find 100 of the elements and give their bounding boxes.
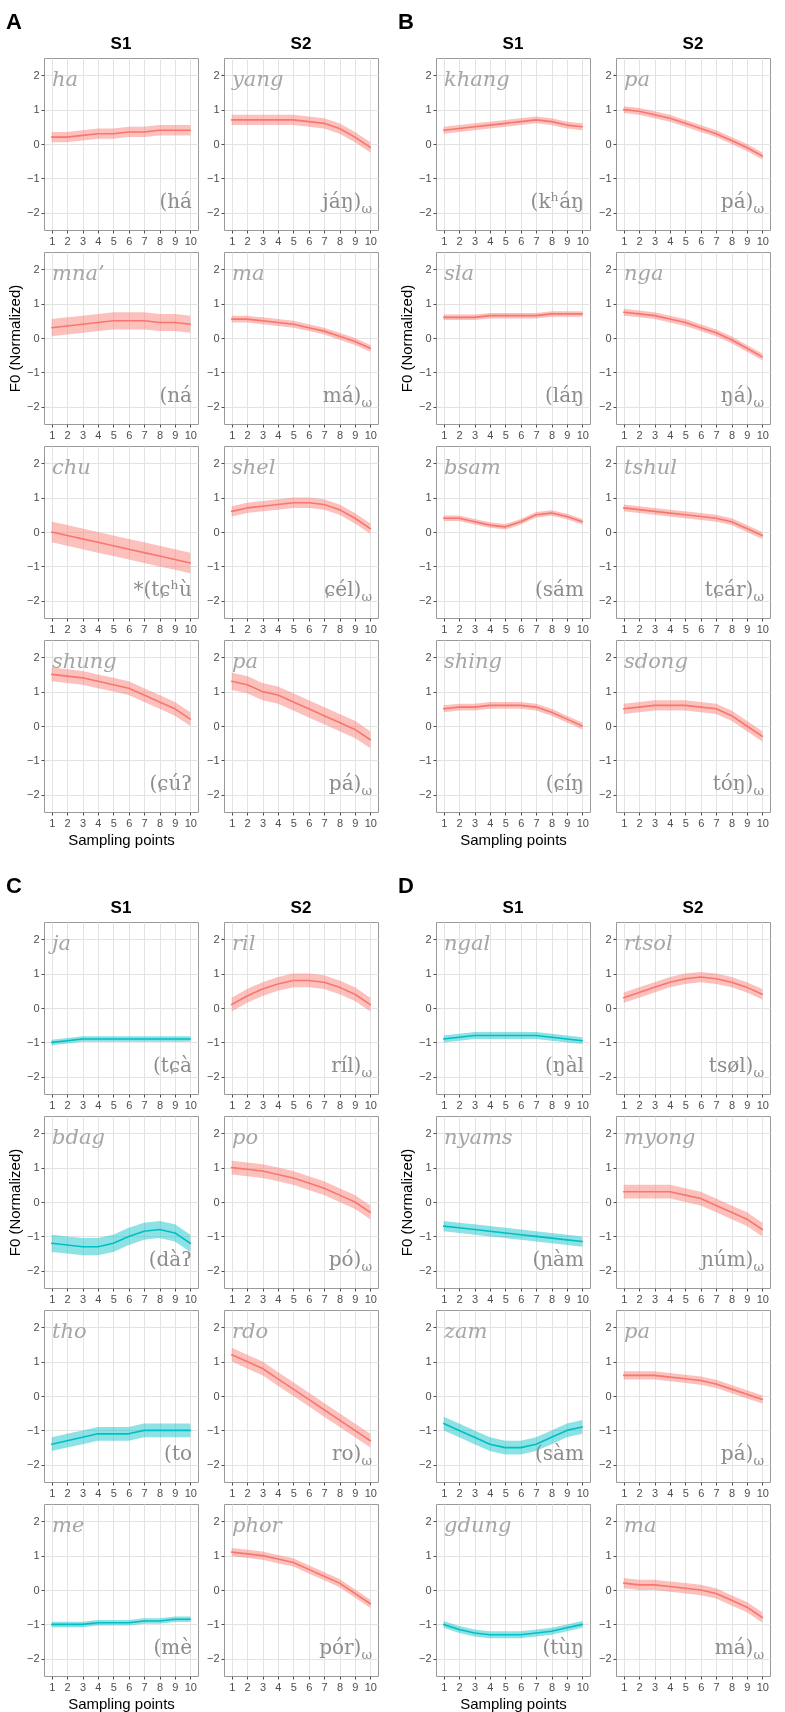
x-tick-label: 9 — [744, 428, 751, 441]
x-tick-label: 2 — [64, 234, 71, 247]
x-tick-label: 4 — [95, 428, 102, 441]
x-tick-label: 10 — [184, 622, 197, 635]
x-tick-label: 5 — [502, 622, 509, 635]
y-tick-label: −1 — [418, 365, 432, 378]
x-tick-label: 9 — [352, 428, 359, 441]
x-tick-label: 10 — [364, 1680, 377, 1693]
x-tick-label: 1 — [621, 234, 628, 247]
annotation: (ɲàm — [532, 1247, 585, 1272]
line-series — [50, 673, 192, 720]
annotation: pa — [624, 1319, 650, 1343]
y-tick-label: −1 — [418, 1229, 432, 1242]
y-tick-label: −2 — [418, 206, 432, 219]
x-tick-label: 8 — [548, 816, 556, 829]
x-tick-label: 5 — [290, 428, 297, 441]
x-tick-label: 1 — [621, 622, 628, 635]
x-tick-label: 3 — [259, 1098, 267, 1111]
y-tick-label: 1 — [425, 491, 432, 504]
x-tick-label: 2 — [64, 1680, 71, 1693]
x-tick-label: 6 — [126, 1680, 133, 1693]
x-tick-label: 10 — [576, 622, 589, 635]
x-tick-label: 3 — [259, 622, 267, 635]
text: A — [6, 9, 22, 34]
y-tick-label: 1 — [425, 1161, 432, 1174]
x-tick-label: 3 — [79, 816, 87, 829]
y-tick-label: −2 — [418, 1264, 432, 1277]
x-tick-label: 2 — [64, 622, 71, 635]
x-tick-label: 6 — [518, 1292, 525, 1305]
x-tick-label: 7 — [533, 622, 540, 635]
y-tick-label: 1 — [213, 491, 220, 504]
x-tick-label: 1 — [49, 1292, 56, 1305]
x-tick-label: 4 — [667, 1098, 674, 1111]
y-tick-label: 0 — [425, 331, 432, 344]
x-tick-label: 8 — [156, 1486, 164, 1499]
x-tick-label: 7 — [713, 1098, 720, 1111]
x-tick-label: 2 — [636, 1486, 643, 1499]
x-tick-label: 6 — [698, 1486, 705, 1499]
x-tick-label: 5 — [110, 1292, 117, 1305]
y-tick-label: 1 — [213, 297, 220, 310]
x-tick-label: 7 — [533, 234, 540, 247]
y-tick-label: −2 — [598, 788, 612, 801]
x-tick-label: 8 — [548, 622, 556, 635]
x-tick-label: 3 — [471, 1098, 479, 1111]
x-tick-label: 4 — [275, 1486, 282, 1499]
x-tick-label: 3 — [259, 1292, 267, 1305]
x-tick-label: 10 — [756, 1680, 769, 1693]
y-axis-title: F0 (Normalized) — [5, 284, 23, 393]
x-tick-label: 7 — [141, 1680, 148, 1693]
y-tick-label: 0 — [605, 1001, 612, 1014]
x-tick-label: 2 — [636, 622, 643, 635]
x-tick-label: 4 — [275, 622, 282, 635]
x-tick-label: 8 — [156, 1680, 164, 1693]
x-tick-label: 9 — [564, 428, 571, 441]
x-tick-label: 6 — [518, 234, 525, 247]
annotation: tshul — [624, 455, 677, 479]
x-tick-label: 4 — [487, 1680, 494, 1693]
line-series — [442, 1225, 584, 1243]
x-tick-label: 1 — [441, 1292, 448, 1305]
x-tick-label: 9 — [744, 234, 751, 247]
x-tick-label: 2 — [456, 428, 463, 441]
y-tick-label: 0 — [425, 719, 432, 732]
x-tick-label: 5 — [682, 234, 689, 247]
x-tick-label: 6 — [698, 428, 705, 441]
x-tick-label: 7 — [713, 234, 720, 247]
x-tick-label: 3 — [471, 428, 479, 441]
y-tick-label: 1 — [425, 1549, 432, 1562]
annotation: sla — [444, 261, 475, 285]
x-tick-label: 1 — [229, 622, 236, 635]
y-tick-label: −2 — [206, 1652, 220, 1665]
y-tick-label: 2 — [605, 1126, 612, 1139]
x-tick-label: 2 — [244, 622, 251, 635]
x-tick-label: 9 — [352, 1098, 359, 1111]
x-tick-label: 6 — [306, 1292, 313, 1305]
y-tick-label: 2 — [33, 1320, 40, 1333]
x-tick-label: 5 — [110, 1486, 117, 1499]
x-tick-label: 7 — [141, 1098, 148, 1111]
x-tick-label: 5 — [502, 1292, 509, 1305]
x-tick-label: 2 — [456, 234, 463, 247]
annotation: ril — [232, 931, 256, 955]
y-tick-label: 0 — [33, 719, 40, 732]
x-tick-label: 1 — [229, 1680, 236, 1693]
y-tick-label: −1 — [598, 365, 612, 378]
x-tick-label: 6 — [306, 816, 313, 829]
x-tick-label: 8 — [728, 816, 736, 829]
x-tick-label: 7 — [713, 1292, 720, 1305]
x-tick-label: 3 — [651, 1680, 659, 1693]
x-tick-label: 4 — [275, 1292, 282, 1305]
annotation: (ŋàl — [545, 1053, 585, 1078]
x-tick-label: 6 — [518, 1486, 525, 1499]
x-tick-label: 1 — [49, 1680, 56, 1693]
annotation: ngal — [444, 931, 491, 955]
x-tick-label: 10 — [364, 1486, 377, 1499]
annotation: me — [52, 1513, 85, 1537]
chart-title: S2 — [682, 34, 704, 53]
x-tick-label: 3 — [79, 1680, 87, 1693]
x-tick-label: 5 — [290, 234, 297, 247]
x-tick-label: 8 — [156, 816, 164, 829]
chart-title: S2 — [290, 898, 312, 917]
y-tick-label: −1 — [206, 1229, 220, 1242]
